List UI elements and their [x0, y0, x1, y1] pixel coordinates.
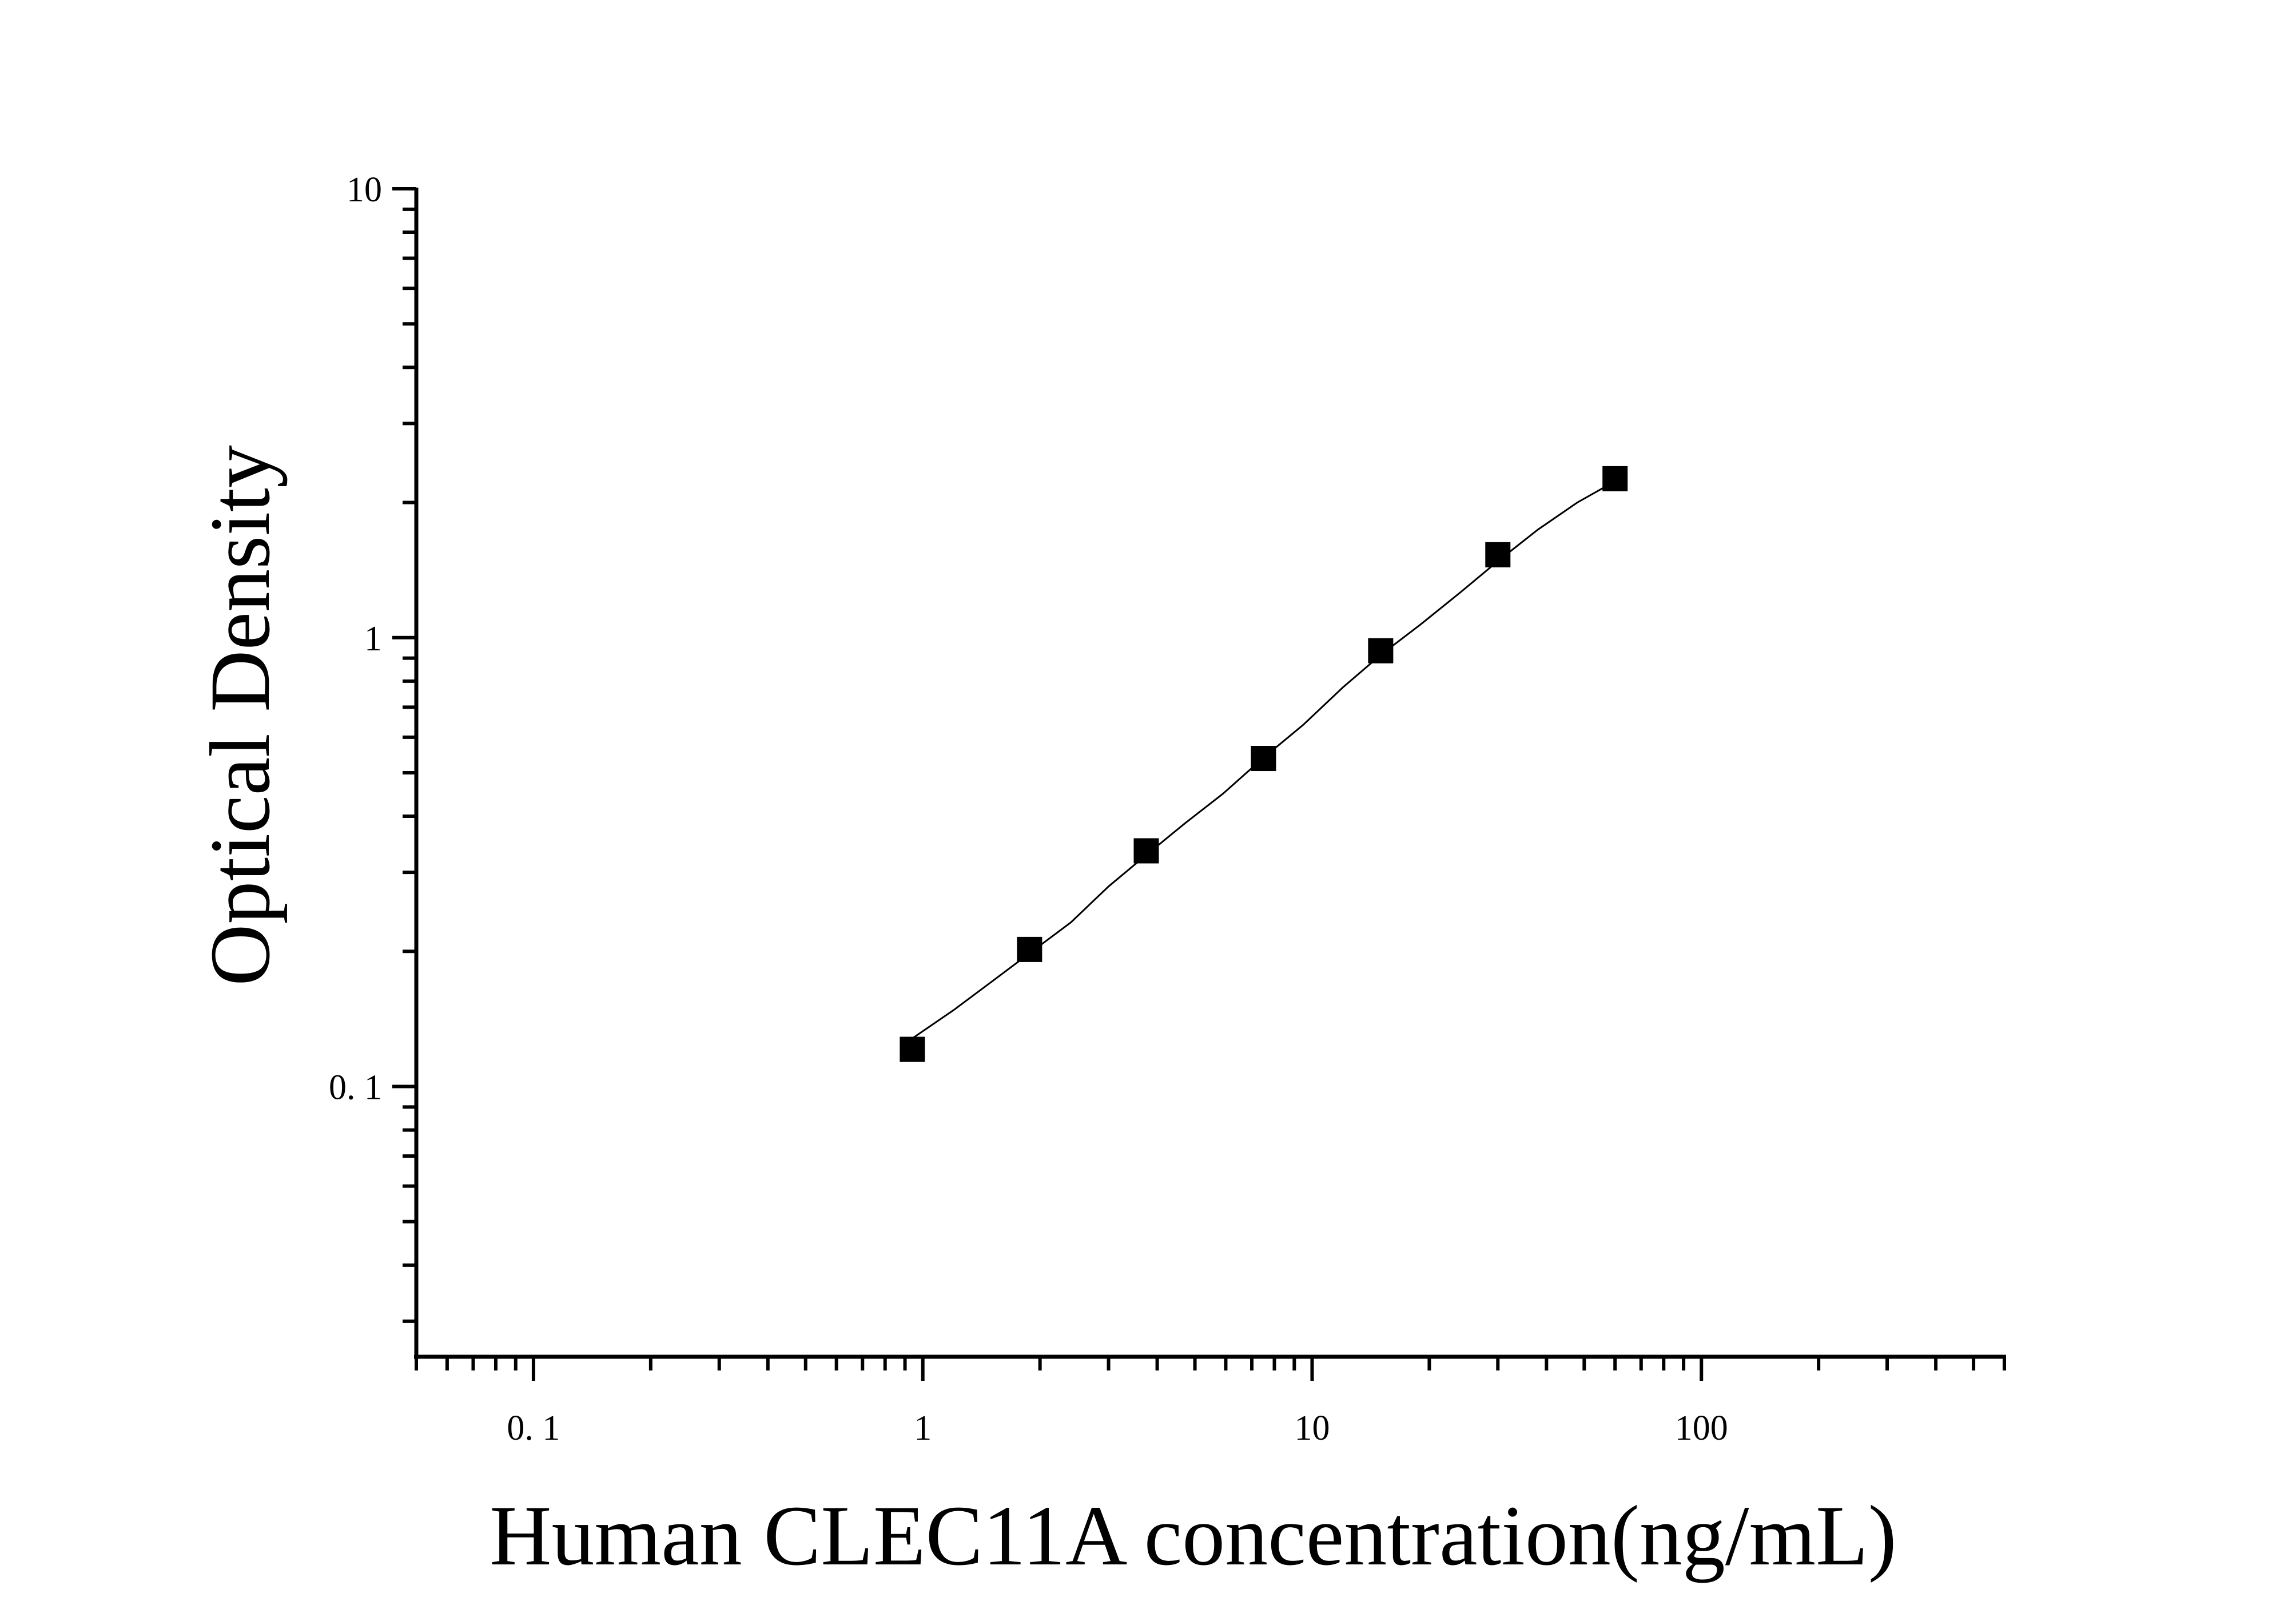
x-tick-label: 1 — [914, 1409, 932, 1448]
y-tick-label: 1 — [364, 619, 382, 658]
x-tick-label: 0. 1 — [507, 1409, 560, 1448]
data-point — [1602, 466, 1628, 491]
data-point — [1017, 936, 1042, 962]
tick-labels: 0. 1 1 10 100 0. 1 1 10 — [329, 170, 1728, 1448]
y-axis-title: Optical Density — [193, 445, 288, 986]
y-tick-label: 10 — [347, 170, 382, 209]
data-point — [900, 1036, 925, 1062]
data-point — [1133, 838, 1159, 864]
x-tick-label: 100 — [1675, 1409, 1728, 1448]
data-point — [1251, 746, 1276, 772]
x-axis-title: Human CLEC11A concentration(ng/mL) — [490, 1488, 1897, 1583]
axes — [414, 188, 2006, 1359]
data-points — [900, 466, 1628, 1062]
data-point — [1368, 638, 1394, 664]
ticks — [392, 187, 2006, 1381]
x-tick-label: 10 — [1294, 1409, 1330, 1448]
data-point — [1485, 542, 1511, 567]
y-tick-label: 0. 1 — [329, 1068, 382, 1107]
